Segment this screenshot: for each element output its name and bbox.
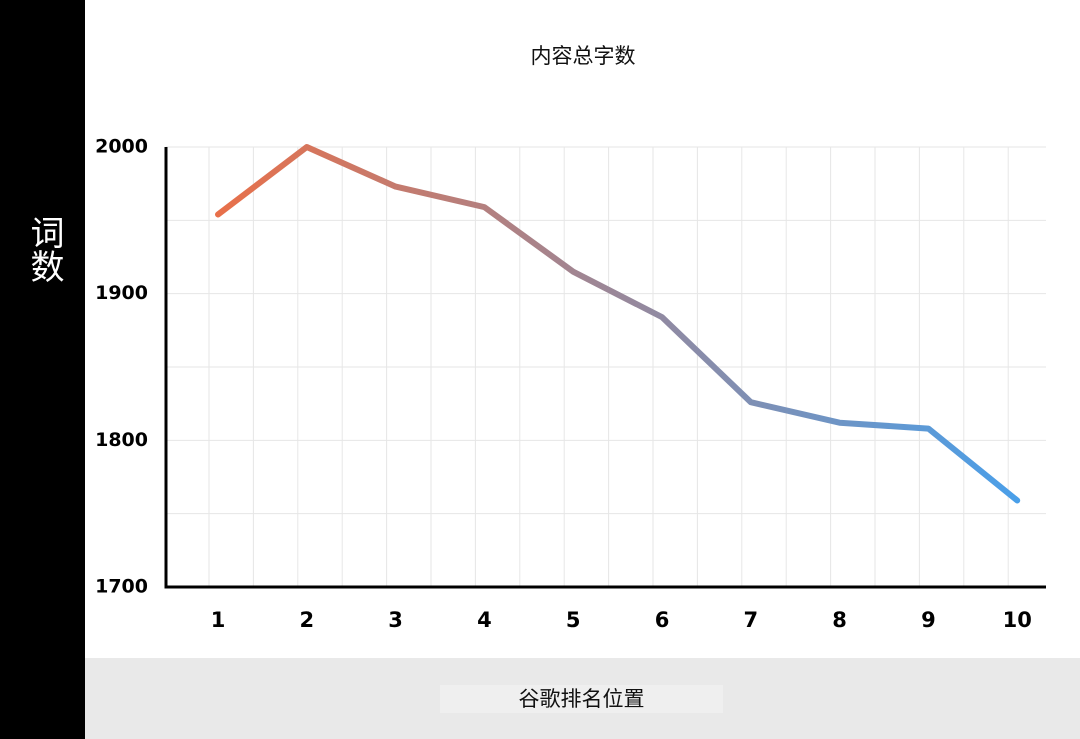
y-tick-label: 2000 bbox=[95, 136, 148, 158]
side-bar: 词数 bbox=[0, 0, 85, 739]
x-tick-label: 1 bbox=[211, 608, 226, 632]
x-tick-label: 4 bbox=[477, 608, 492, 632]
x-tick-label: 5 bbox=[566, 608, 581, 632]
y-tick-label: 1900 bbox=[95, 282, 148, 304]
x-tick-label: 8 bbox=[832, 608, 847, 632]
chart-title: 内容总字数 bbox=[531, 44, 636, 68]
y-axis-label: 词数 bbox=[24, 215, 64, 283]
x-label-bar: 谷歌排名位置 bbox=[85, 658, 1080, 739]
x-tick-label: 6 bbox=[655, 608, 670, 632]
x-tick-label: 10 bbox=[1003, 608, 1032, 632]
y-tick-label: 1700 bbox=[95, 576, 148, 598]
chart: 内容总字数 1700 1800 1900 2000 1 2 3 4 5 6 7 8 9 10 bbox=[95, 44, 1046, 632]
x-tick-label: 7 bbox=[743, 608, 758, 632]
x-tick-label: 3 bbox=[388, 608, 403, 632]
x-tick-label: 9 bbox=[921, 608, 936, 632]
x-tick-label: 2 bbox=[299, 608, 314, 632]
data-line bbox=[215, 144, 1021, 504]
y-tick-label: 1800 bbox=[95, 429, 148, 451]
x-axis-label: 谷歌排名位置 bbox=[440, 685, 723, 713]
